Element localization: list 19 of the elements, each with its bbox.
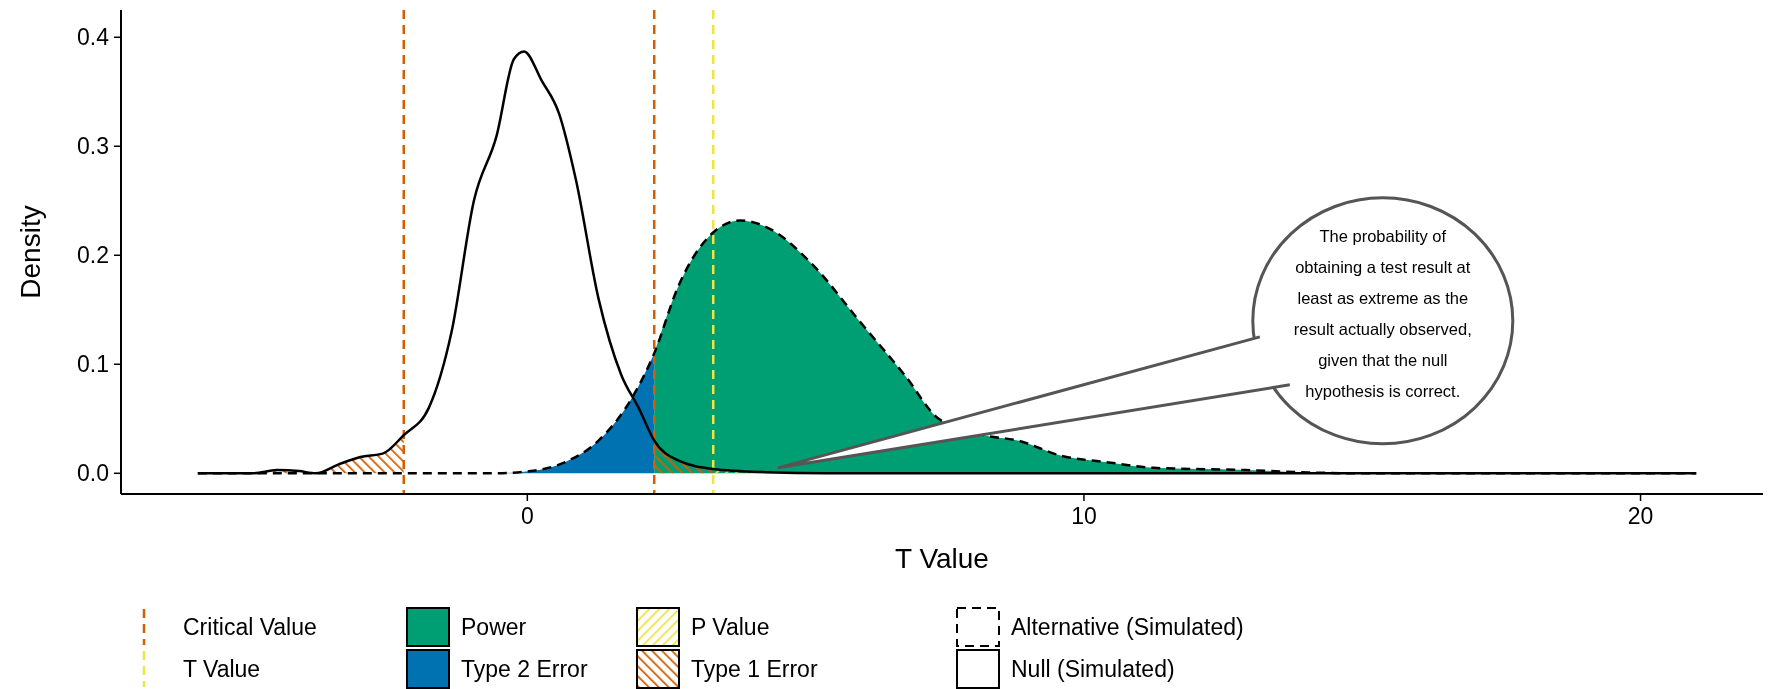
x-tick-label: 10 [1071, 503, 1097, 529]
legend-label: Alternative (Simulated) [1011, 614, 1244, 641]
legend-label: Critical Value [183, 614, 317, 641]
legend-label: P Value [691, 614, 770, 641]
y-tick-label: 0.2 [77, 242, 109, 269]
x-axis-title: T Value [895, 543, 989, 574]
x-tick-label: 0 [520, 503, 534, 529]
y-tick-label: 0.3 [77, 133, 109, 160]
annotation: The probability of obtaining a test result at least as extreme as the result actually observed, given that the null hypothesis is correct. [1293, 227, 1472, 401]
legend-label: T Value [183, 656, 261, 683]
legend-label: Power [461, 614, 527, 641]
x-tick-label: 20 [1627, 503, 1654, 529]
legend-label: Null (Simulated) [1011, 656, 1175, 683]
legend-label: Type 2 Error [461, 656, 588, 683]
y-axis-title: Density [15, 205, 46, 299]
y-tick-label: 0.0 [77, 460, 109, 487]
legend-label: Type 1 Error [691, 656, 818, 683]
y-tick-label: 0.1 [77, 351, 109, 378]
y-tick-label: 0.4 [77, 24, 110, 51]
